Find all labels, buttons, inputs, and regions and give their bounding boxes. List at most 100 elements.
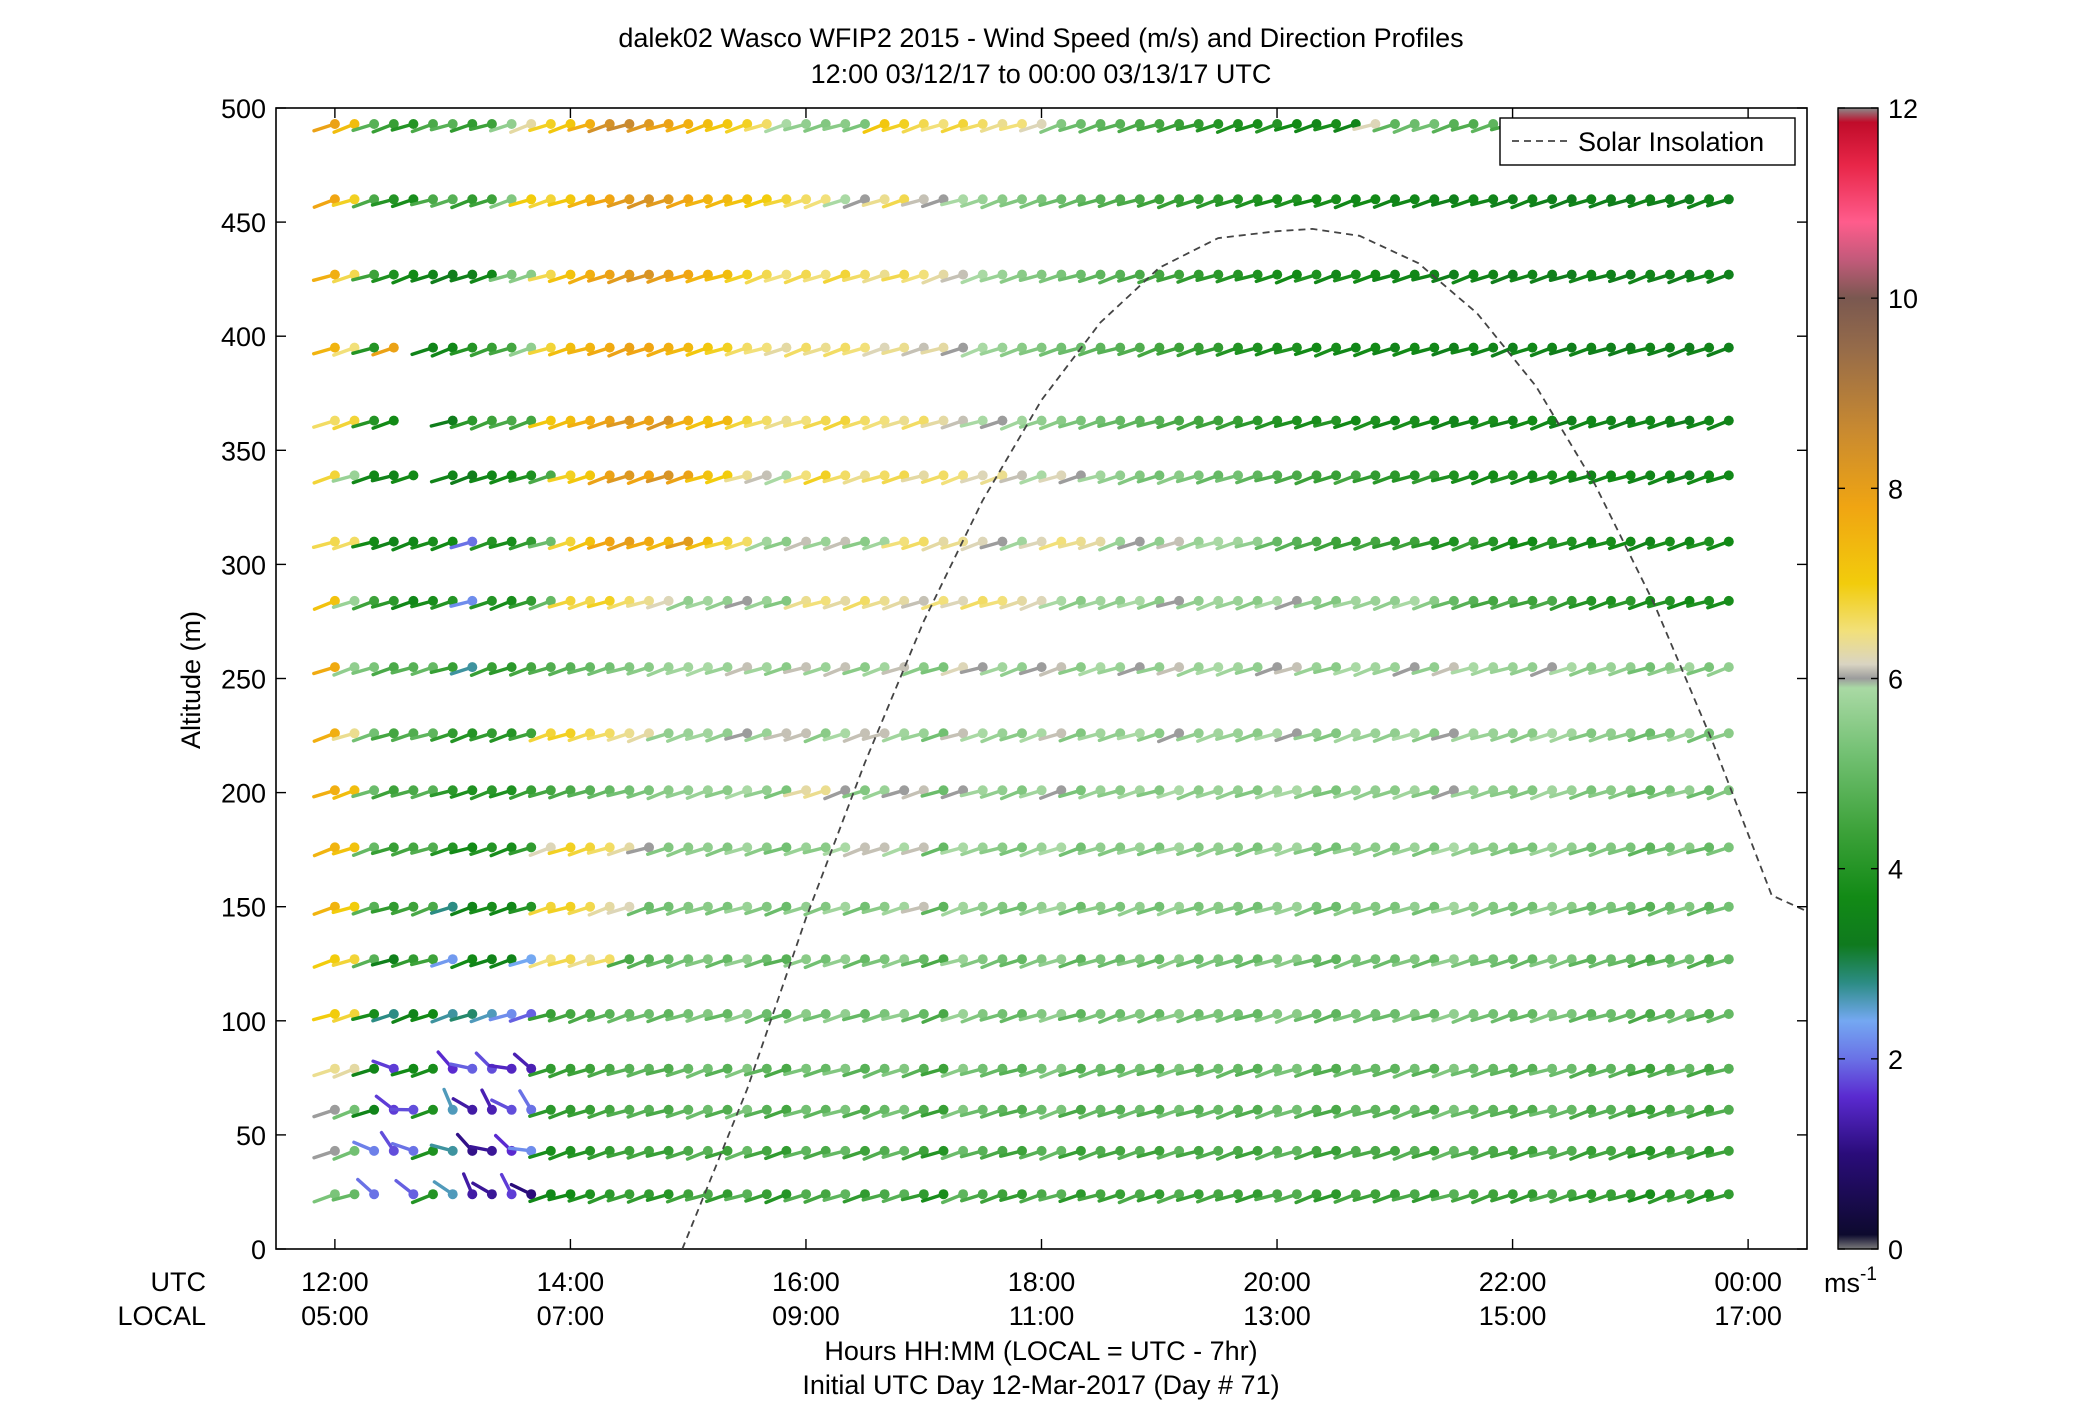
wind-barb-point — [1488, 901, 1499, 912]
wind-barb-point — [1213, 1145, 1224, 1156]
wind-barb-point — [1075, 662, 1086, 673]
wind-barb-point — [938, 842, 949, 853]
wind-barb-point — [958, 1009, 969, 1019]
wind-barb-point — [1193, 342, 1204, 353]
wind-barb-point — [1350, 728, 1361, 739]
wind-barb-point — [1154, 954, 1165, 965]
wind-barb-point — [1252, 119, 1263, 129]
wind-barb-point — [1252, 954, 1263, 965]
wind-barb-point — [1233, 194, 1243, 205]
wind-barb-point — [506, 785, 517, 796]
wind-barb-point — [467, 342, 478, 353]
wind-barb-point — [663, 901, 674, 912]
wind-barb-point — [1174, 1009, 1185, 1019]
wind-barb-point — [1507, 954, 1518, 965]
wind-barb-point — [1134, 901, 1145, 912]
wind-barb-point — [1233, 415, 1243, 426]
wind-barb-point — [1547, 728, 1558, 739]
wind-barb-point — [1390, 470, 1400, 481]
wind-barb-point — [1684, 1189, 1695, 1200]
wind-barb-point — [702, 415, 713, 426]
wind-barb-point — [1684, 1104, 1695, 1115]
wind-barb-point — [447, 536, 458, 547]
wind-barb-point — [369, 536, 380, 547]
wind-barb-point — [1448, 662, 1459, 673]
wind-barb-point — [1448, 470, 1459, 481]
wind-barb-point — [781, 954, 792, 965]
wind-barb-point — [428, 595, 438, 606]
wind-barb-point — [683, 785, 694, 796]
wind-barb-point — [1056, 342, 1067, 353]
wind-barb-point — [1645, 954, 1656, 965]
wind-barb-point — [1586, 1104, 1597, 1115]
wind-barb-point — [1488, 119, 1499, 129]
wind-barb-point — [486, 119, 497, 129]
wind-barb-point — [663, 1145, 674, 1156]
wind-barb-point — [820, 269, 831, 280]
wind-barb-point — [702, 1145, 713, 1156]
wind-barb-point — [349, 842, 360, 853]
wind-barb-point — [1252, 342, 1263, 353]
wind-barb-point — [1547, 595, 1558, 606]
wind-barb-point — [428, 1063, 438, 1074]
wind-barb-point — [820, 785, 831, 796]
wind-barb-point — [1390, 785, 1400, 796]
wind-barb-point — [545, 662, 556, 673]
y-tick-label: 350 — [221, 436, 266, 466]
wind-barb-point — [1272, 1104, 1283, 1115]
wind-barb-point — [742, 785, 753, 796]
wind-barbs — [311, 119, 1734, 1205]
wind-barb-point — [1566, 842, 1577, 853]
wind-barb-point — [1488, 536, 1499, 547]
wind-barb-point — [899, 785, 910, 796]
wind-barb-point — [1134, 785, 1145, 796]
wind-barb-point — [722, 954, 733, 965]
wind-barb-point — [683, 954, 694, 965]
wind-barb-point — [1036, 728, 1047, 739]
wind-barb-point — [428, 119, 438, 129]
wind-barb-point — [899, 1104, 910, 1115]
wind-barb-point — [1154, 1009, 1165, 1019]
wind-barb-point — [1664, 728, 1675, 739]
wind-barb-point — [1311, 785, 1322, 796]
wind-barb-point — [1036, 662, 1047, 673]
wind-barb-point — [388, 470, 399, 481]
wind-barb-point — [1213, 954, 1224, 965]
wind-barb-point — [585, 1145, 596, 1156]
wind-barb-point — [624, 415, 635, 426]
wind-barb-point — [1390, 269, 1400, 280]
wind-barb-point — [408, 1009, 419, 1019]
wind-barb-point — [958, 470, 969, 481]
wind-barb-point — [644, 662, 654, 673]
wind-barb-point — [1409, 194, 1420, 205]
wind-barb-point — [977, 470, 988, 481]
wind-barb-point — [506, 194, 517, 205]
wind-barb-point — [801, 119, 812, 129]
wind-barb-point — [1291, 1063, 1302, 1074]
wind-barb-point — [683, 415, 694, 426]
wind-barb-point — [624, 194, 635, 205]
solar-insolation-series — [681, 227, 1807, 1249]
wind-barb-point — [860, 728, 870, 739]
wind-barb-point — [1213, 785, 1224, 796]
wind-barb-point — [388, 194, 399, 205]
wind-barb-point — [349, 595, 360, 606]
wind-barb-point — [663, 194, 674, 205]
wind-barb-point — [349, 1189, 360, 1200]
wind-barb-point — [1036, 536, 1047, 547]
wind-barb-point — [840, 954, 851, 965]
wind-barb-point — [1056, 728, 1067, 739]
wind-barb-point — [1684, 1063, 1695, 1074]
wind-barb-point — [938, 1063, 949, 1074]
colorbar-unit-label: ms-1 — [1824, 1264, 1877, 1298]
wind-barb-point — [1154, 1104, 1165, 1115]
wind-barb-point — [1429, 728, 1440, 739]
wind-barb-point — [1056, 269, 1067, 280]
wind-barb-point — [545, 1063, 556, 1074]
wind-barb-point — [1213, 415, 1224, 426]
wind-barb-point — [918, 728, 929, 739]
wind-barb-point — [1017, 842, 1027, 853]
wind-barb-point — [1664, 1145, 1675, 1156]
wind-barb-point — [1370, 595, 1381, 606]
plot-frame — [275, 107, 1808, 1250]
